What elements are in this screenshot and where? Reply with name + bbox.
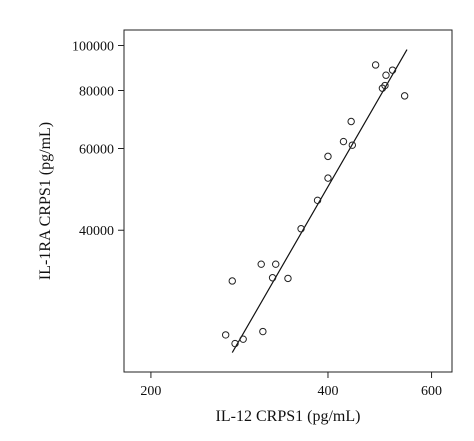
x-tick-label: 200	[140, 384, 161, 399]
x-axis: 200 400 600	[140, 372, 442, 399]
y-tick-label: 100000	[72, 40, 114, 55]
y-axis-title: IL-1RA CRPS1 (pg/mL)	[37, 122, 54, 280]
data-point	[400, 92, 409, 100]
data-point	[221, 331, 230, 339]
data-points	[221, 61, 409, 348]
data-point	[382, 71, 390, 79]
data-point	[231, 339, 239, 348]
data-point	[371, 61, 380, 69]
data-point	[348, 141, 357, 149]
data-point	[313, 196, 322, 205]
data-point	[324, 174, 332, 182]
data-point	[239, 335, 247, 343]
y-tick-label: 40000	[79, 224, 114, 239]
x-tick-label: 600	[421, 384, 442, 399]
data-point	[272, 260, 280, 268]
data-point	[297, 225, 305, 233]
data-point	[257, 260, 265, 268]
data-point	[268, 274, 277, 282]
x-axis-title: IL-12 CRPS1 (pg/mL)	[216, 408, 361, 425]
data-point	[228, 277, 236, 285]
data-point	[259, 327, 267, 336]
data-point	[339, 137, 348, 146]
data-point	[284, 274, 292, 283]
data-point	[381, 81, 389, 90]
y-axis: 40000 60000 80000 100000	[72, 40, 124, 239]
plot-frame	[123, 29, 453, 373]
x-tick-label: 400	[317, 384, 338, 399]
data-point	[324, 152, 332, 161]
data-point	[347, 117, 355, 126]
regression-line	[231, 49, 408, 353]
data-point	[388, 66, 397, 74]
y-tick-label: 60000	[79, 142, 114, 157]
y-tick-label: 80000	[79, 85, 114, 100]
